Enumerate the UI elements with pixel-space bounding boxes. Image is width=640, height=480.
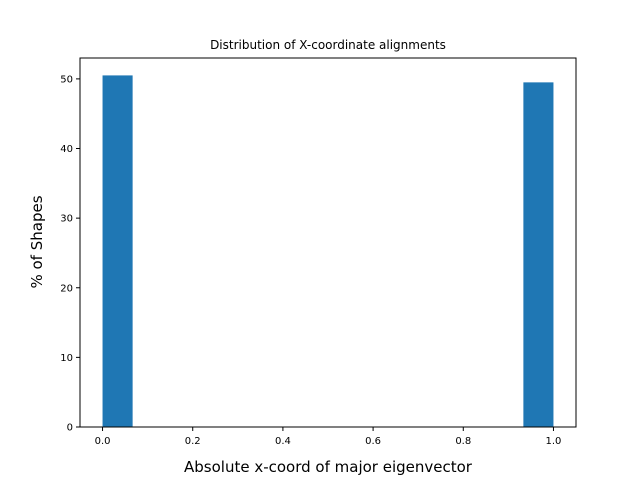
x-tick-label: 0.2	[185, 436, 201, 447]
y-axis-label: % of Shapes	[28, 195, 46, 288]
y-tick-label: 40	[60, 144, 73, 155]
x-tick-label: 0.4	[275, 436, 291, 447]
y-tick-label: 10	[60, 353, 73, 364]
y-tick-label: 50	[60, 74, 73, 85]
x-tick-label: 0.6	[365, 436, 381, 447]
chart-title: Distribution of X-coordinate alignments	[210, 38, 446, 52]
x-tick-label: 1.0	[546, 436, 562, 447]
y-tick-label: 20	[60, 283, 73, 294]
histogram-bar-0	[102, 75, 133, 427]
x-axis-label: Absolute x-coord of major eigenvector	[184, 458, 473, 476]
histogram-bar-1	[523, 82, 554, 428]
y-tick-label: 0	[67, 423, 73, 434]
x-tick-label: 0.0	[95, 436, 111, 447]
y-tick-label: 30	[60, 214, 73, 225]
x-tick-label: 0.8	[455, 436, 471, 447]
y-axis-ticks: 0 10 20 30 40 50	[60, 74, 80, 434]
plot-frame	[79, 57, 577, 428]
bars-group	[102, 75, 554, 428]
x-axis-ticks: 0.0 0.2 0.4 0.6 0.8 1.0	[95, 427, 562, 447]
